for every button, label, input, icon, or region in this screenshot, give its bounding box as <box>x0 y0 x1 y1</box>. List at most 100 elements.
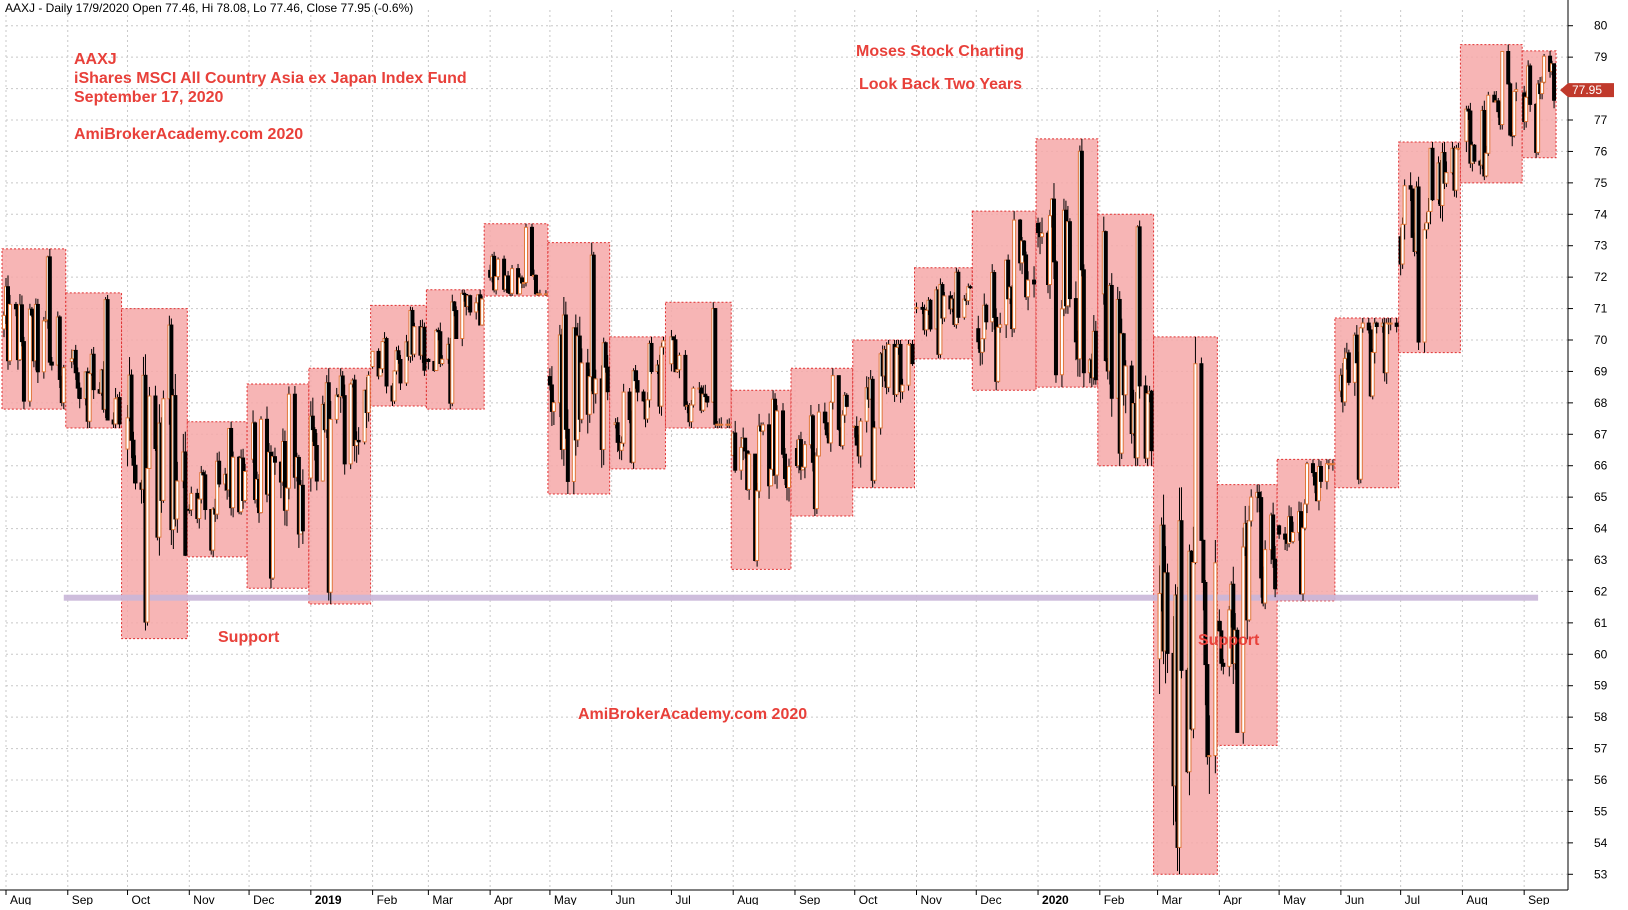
candle-body <box>747 453 752 490</box>
y-tick-label: 79 <box>1594 50 1608 64</box>
candle-body <box>496 258 501 278</box>
candle-body <box>125 417 130 450</box>
candle-body <box>1145 393 1150 459</box>
candle-body <box>533 274 538 295</box>
candle-body <box>370 350 375 368</box>
x-tick-label: Jul <box>675 893 690 905</box>
candle-body <box>743 437 748 452</box>
candle-body <box>286 393 291 489</box>
candle-body <box>886 343 891 388</box>
candle-body <box>161 398 166 501</box>
y-tick-label: 76 <box>1594 144 1608 158</box>
candle-body <box>1514 89 1519 92</box>
candle-body <box>1484 152 1489 177</box>
candle-body <box>984 304 989 323</box>
candle-body <box>1366 322 1371 331</box>
candle-body <box>1079 150 1084 271</box>
candle-body <box>1036 222 1041 234</box>
candle-body <box>810 415 815 463</box>
candle-body <box>786 466 791 489</box>
candle-body <box>217 460 222 485</box>
candle-body <box>633 370 638 382</box>
y-tick-label: 69 <box>1594 364 1608 378</box>
candle-body <box>1372 322 1377 353</box>
candle-body <box>761 424 766 432</box>
candle-body <box>175 480 180 520</box>
brand-label: Moses Stock Charting <box>856 43 1025 60</box>
lookback-label: Look Back Two Years <box>859 76 1023 93</box>
candle-body <box>1067 221 1072 300</box>
x-tick-label: Apr <box>1223 893 1242 905</box>
candle-body <box>1508 83 1513 136</box>
candle-body <box>29 308 34 316</box>
candle-body <box>1542 55 1547 83</box>
candle-body <box>669 336 674 365</box>
candle-body <box>1259 497 1264 579</box>
candle-body <box>854 425 859 446</box>
y-tick-label: 53 <box>1594 867 1608 881</box>
candle-body <box>105 299 110 421</box>
candle-body <box>619 442 624 451</box>
x-tick-label: May <box>1283 893 1306 905</box>
candle-body <box>802 444 807 468</box>
candle-body <box>1249 496 1254 522</box>
candle-body <box>757 425 762 492</box>
candle-body <box>659 346 664 407</box>
candle-body <box>1536 83 1541 153</box>
candle-body <box>342 395 347 465</box>
y-tick-label: 54 <box>1594 836 1608 850</box>
y-tick-label: 71 <box>1594 302 1608 316</box>
x-tick-label: 2020 <box>1042 893 1069 905</box>
candle-body <box>27 308 32 402</box>
candle-body <box>1283 533 1288 540</box>
candle-body <box>49 361 54 366</box>
last-price-badge <box>1560 83 1614 98</box>
candle-body <box>591 254 596 395</box>
candle-body <box>605 366 610 393</box>
candle-body <box>1540 81 1545 95</box>
x-tick-label: Oct <box>859 893 878 905</box>
candle-body <box>783 453 788 479</box>
candle-body <box>1301 527 1306 595</box>
x-tick-label: Apr <box>494 893 513 905</box>
candle-body <box>615 422 620 443</box>
candle-body <box>1486 94 1491 154</box>
candle-body <box>1528 65 1533 105</box>
candle-body <box>814 455 819 510</box>
candle-body <box>1271 514 1276 560</box>
candle-body <box>129 374 134 441</box>
y-tick-label: 65 <box>1594 490 1608 504</box>
candle-body <box>844 394 849 407</box>
candle-body <box>1263 549 1268 604</box>
candle-body <box>1205 664 1210 758</box>
candle-body <box>1310 463 1315 474</box>
candle-body <box>543 293 548 296</box>
x-tick-label: Jul <box>1405 893 1420 905</box>
y-tick-label: 67 <box>1594 427 1608 441</box>
candle-body <box>19 304 24 343</box>
candle-body <box>1410 188 1415 238</box>
candle-body <box>1191 561 1196 730</box>
candle-body <box>1524 96 1529 123</box>
candle-body <box>727 423 732 426</box>
candle-body <box>1472 144 1477 162</box>
ticker-label: AAXJ <box>74 51 117 68</box>
monthly-range-box <box>308 367 372 605</box>
y-tick-label: 63 <box>1594 553 1608 567</box>
candle-body <box>452 301 457 312</box>
candle-body <box>894 346 899 395</box>
candle-body <box>189 492 194 511</box>
date-label: September 17, 2020 <box>74 89 224 106</box>
candle-body <box>398 358 403 384</box>
candle-body <box>872 427 877 481</box>
candle-body <box>1273 558 1278 590</box>
candle-body <box>1552 63 1557 101</box>
candle-body <box>587 376 592 415</box>
support-line <box>63 594 1539 601</box>
y-tick-label: 70 <box>1594 333 1608 347</box>
candle-body <box>1416 186 1421 343</box>
candle-body <box>1257 491 1262 499</box>
candle-body <box>510 268 515 294</box>
candle-body <box>1051 198 1056 263</box>
